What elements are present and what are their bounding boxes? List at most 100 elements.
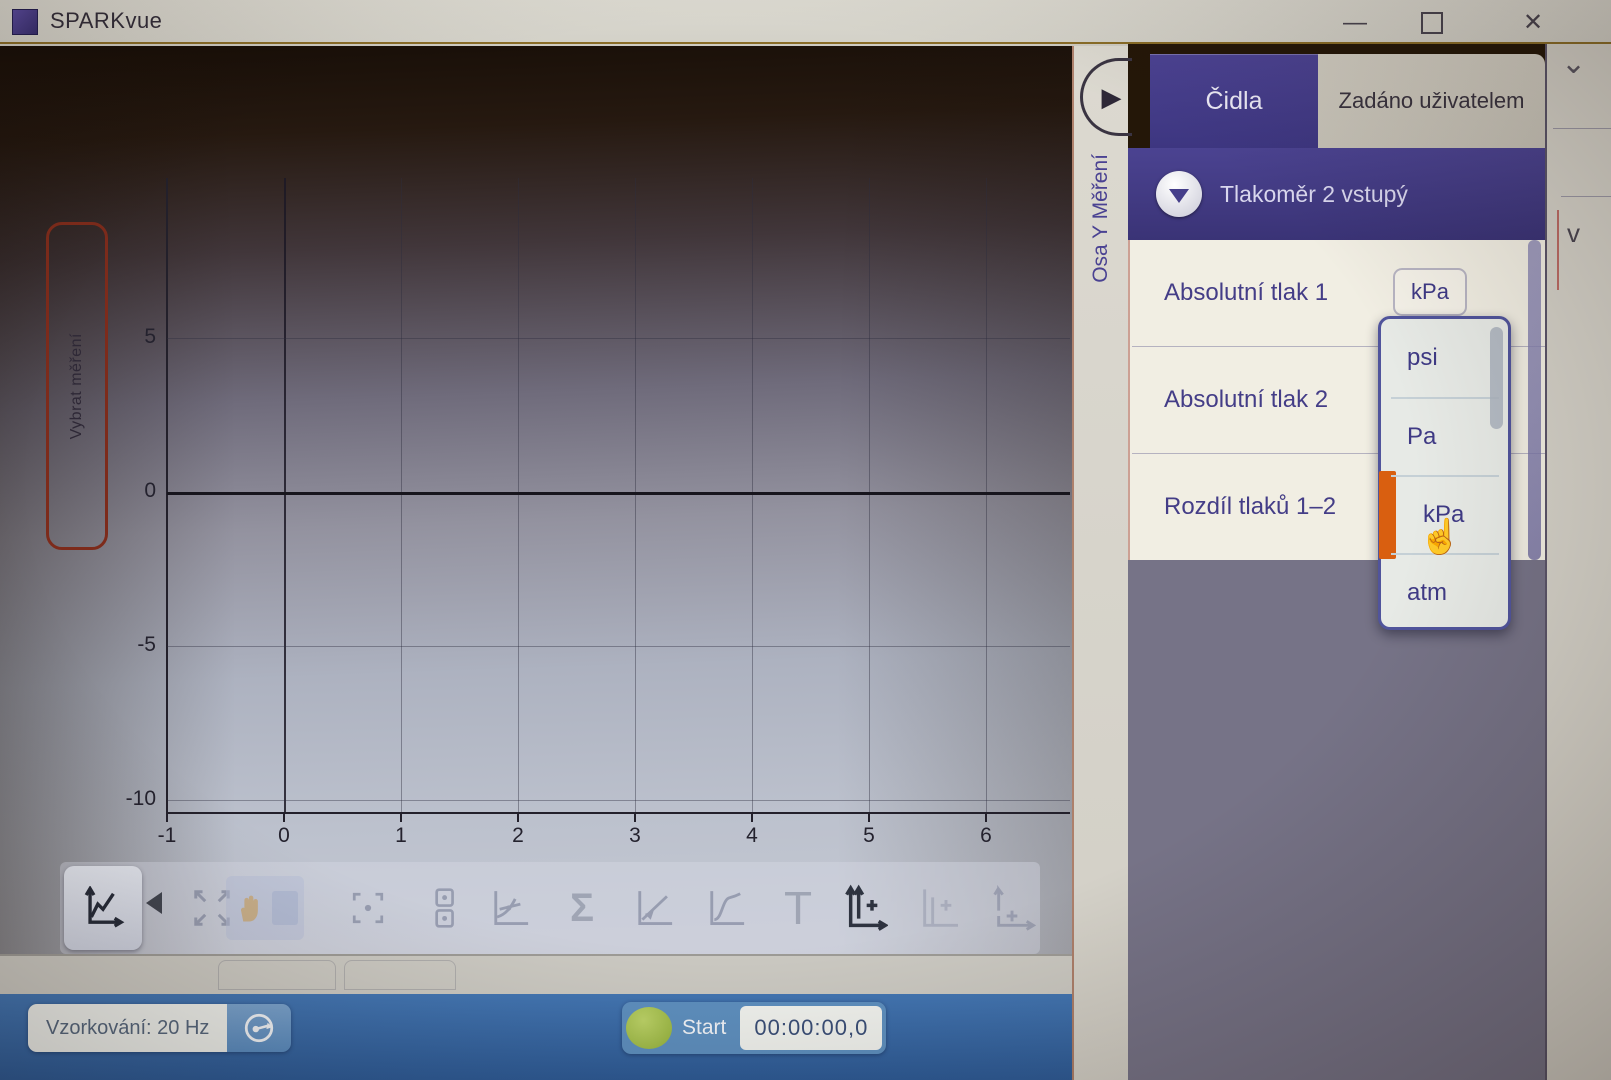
mode-selector-caret-icon[interactable] bbox=[146, 892, 162, 914]
add-y-axis-button[interactable] bbox=[832, 876, 896, 940]
linear-fit-icon bbox=[638, 891, 673, 925]
collapse-panel-button[interactable]: ▶ bbox=[1080, 58, 1132, 136]
minimize-button[interactable]: — bbox=[1343, 9, 1367, 36]
y-axis-selector-strip: ▶ Osa Y Měření bbox=[1072, 46, 1132, 1080]
gridline-x-4 bbox=[752, 178, 753, 812]
sigma-icon: Σ bbox=[569, 885, 594, 930]
y-axis-line bbox=[166, 178, 168, 814]
sampling-options-button[interactable] bbox=[227, 1004, 292, 1052]
window-title: SPARKvue bbox=[50, 8, 163, 33]
select-region-button[interactable] bbox=[336, 876, 400, 940]
menu-divider bbox=[1391, 475, 1499, 477]
x-tick-label: 5 bbox=[863, 824, 875, 847]
ghost-tab bbox=[218, 960, 336, 990]
x-tick-label: 4 bbox=[746, 824, 758, 847]
divider bbox=[1553, 128, 1611, 129]
row-divider bbox=[1132, 453, 1545, 454]
edge-marker bbox=[1557, 210, 1559, 290]
maximize-button[interactable] bbox=[1421, 12, 1443, 34]
scale-to-fit-icon bbox=[194, 890, 230, 926]
gridline-y-0 bbox=[167, 492, 1070, 495]
linear-fit-button[interactable] bbox=[622, 876, 686, 940]
slope-tool-icon bbox=[494, 891, 529, 925]
add-axis-page-icon bbox=[993, 884, 1036, 931]
scale-to-fit-button[interactable] bbox=[180, 876, 244, 940]
add-y-axis-icon bbox=[845, 884, 888, 931]
sensor-group-title: Tlakoměr 2 vstupý bbox=[1220, 180, 1408, 207]
x-tickmark-0 bbox=[283, 814, 285, 822]
triangle-down-icon bbox=[1169, 188, 1189, 203]
x-tick-label: 6 bbox=[980, 824, 992, 847]
app-icon bbox=[12, 9, 38, 35]
statistics-button[interactable]: Σ bbox=[550, 876, 614, 940]
data-coordinates-button[interactable] bbox=[412, 876, 476, 940]
gridline-y--5 bbox=[167, 646, 1070, 647]
select-region-icon bbox=[352, 892, 384, 924]
dropdown-scrollbar[interactable] bbox=[1490, 327, 1503, 429]
play-triangle-icon: ▶ bbox=[1101, 81, 1122, 112]
x-tickmark-1 bbox=[400, 814, 402, 822]
y-axis-selector-label[interactable]: Osa Y Měření bbox=[1089, 154, 1112, 283]
curve-fit-button[interactable] bbox=[694, 876, 758, 940]
graph-display: Vybrat měření -1 0 1 2 3 4 5 6 5 0 -5 -10 bbox=[0, 46, 1072, 1080]
x-tickmark--1 bbox=[166, 814, 168, 822]
unit-dropdown-menu: psi Pa kPa atm ☝ bbox=[1378, 316, 1511, 630]
collapse-sensor-button[interactable] bbox=[1156, 171, 1202, 217]
select-measurement-button[interactable]: Vybrat měření bbox=[46, 222, 108, 550]
gridline-x-6 bbox=[986, 178, 987, 812]
menu-divider bbox=[1391, 553, 1499, 555]
bottom-control-bar: Vzorkování: 20 Hz Start 00:00:00,0 bbox=[0, 994, 1072, 1080]
unit-option-kpa[interactable]: kPa bbox=[1423, 501, 1465, 528]
measurement-label: Rozdíl tlaků 1–2 bbox=[1164, 493, 1337, 520]
graph-toolbar: Σ T bbox=[60, 862, 1040, 954]
x-tickmark-5 bbox=[868, 814, 870, 822]
tab-zadano-uzivatelem[interactable]: Zadáno uživatelem bbox=[1318, 54, 1545, 148]
line-graph-mode-button[interactable] bbox=[64, 866, 142, 950]
curve-fit-icon bbox=[710, 891, 745, 925]
sampling-dial-icon bbox=[245, 1013, 274, 1043]
start-label: Start bbox=[682, 1016, 727, 1039]
gridline-x-5 bbox=[869, 178, 870, 812]
tab-cidla[interactable]: Čidla bbox=[1150, 54, 1318, 148]
x-tickmark-3 bbox=[634, 814, 636, 822]
panel-scrollbar[interactable] bbox=[1528, 240, 1541, 560]
sampling-control[interactable]: Vzorkování: 20 Hz bbox=[28, 1004, 292, 1052]
measurement-row-absolute-2[interactable]: Absolutní tlak 2 bbox=[1130, 347, 1547, 453]
page-bottom-strip bbox=[0, 954, 1072, 996]
x-tickmark-2 bbox=[517, 814, 519, 822]
unit-button-kpa[interactable]: kPa bbox=[1393, 268, 1467, 316]
slope-tool-button[interactable] bbox=[478, 876, 542, 940]
x-tick-label: 1 bbox=[395, 824, 407, 847]
start-button[interactable]: Start 00:00:00,0 bbox=[622, 1002, 887, 1054]
gridline-x-3 bbox=[635, 178, 636, 812]
gridline-y-5 bbox=[167, 338, 1070, 339]
run-status-dot bbox=[626, 1007, 672, 1049]
sensor-group-header[interactable]: Tlakoměr 2 vstupý bbox=[1128, 148, 1545, 240]
ghost-tab bbox=[344, 960, 456, 990]
selected-unit-bar bbox=[1379, 471, 1396, 559]
close-button[interactable]: ✕ bbox=[1522, 9, 1544, 36]
chevron-down-icon[interactable]: ⌄ bbox=[1561, 47, 1587, 80]
select-measurement-label: Vybrat měření bbox=[68, 332, 85, 440]
y-tick-label: 0 bbox=[144, 479, 156, 502]
line-graph-icon bbox=[84, 886, 125, 928]
add-axis-page-button[interactable] bbox=[980, 876, 1044, 940]
gridline-x-1 bbox=[401, 178, 402, 812]
pan-tool-button[interactable] bbox=[226, 876, 304, 940]
measurement-row-absolute-1[interactable]: Absolutní tlak 1 kPa bbox=[1130, 240, 1547, 346]
annotation-button[interactable]: T bbox=[766, 876, 830, 940]
unit-option-atm[interactable]: atm bbox=[1407, 579, 1448, 606]
unit-option-psi[interactable]: psi bbox=[1407, 344, 1438, 371]
measurement-row-rozdil[interactable]: Rozdíl tlaků 1–2 bbox=[1130, 454, 1547, 560]
measurement-label: Absolutní tlak 2 bbox=[1164, 386, 1329, 413]
unit-option-pa[interactable]: Pa bbox=[1407, 423, 1437, 450]
add-plot-area-button[interactable] bbox=[906, 876, 970, 940]
gridline-x-0 bbox=[284, 178, 286, 812]
data-coordinates-icon bbox=[435, 888, 454, 928]
panel-tab-row: Čidla Zadáno uživatelem bbox=[1128, 44, 1545, 148]
x-tickmark-4 bbox=[751, 814, 753, 822]
plot-area[interactable]: -1 0 1 2 3 4 5 6 5 0 -5 -10 bbox=[126, 178, 1070, 847]
hand-cursor-icon: ☝ bbox=[1419, 518, 1462, 556]
x-tickmark-6 bbox=[985, 814, 987, 822]
